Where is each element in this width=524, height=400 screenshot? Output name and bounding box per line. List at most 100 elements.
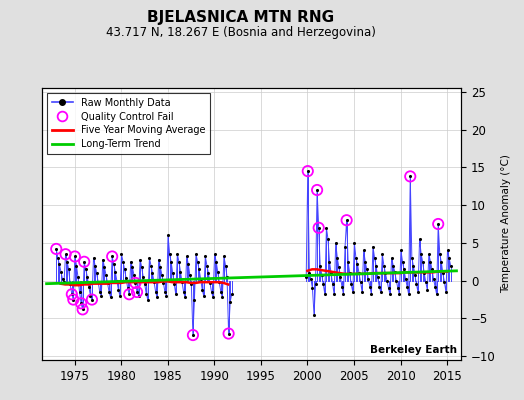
Point <box>212 258 221 265</box>
Point <box>58 276 67 282</box>
Point <box>69 296 78 303</box>
Point <box>343 217 351 224</box>
Point <box>200 292 208 299</box>
Point <box>429 276 438 282</box>
Point <box>442 289 450 295</box>
Point <box>176 268 184 275</box>
Point <box>80 258 89 265</box>
Point <box>431 284 439 290</box>
Point <box>344 258 352 265</box>
Point <box>179 289 188 295</box>
Point <box>134 292 143 299</box>
Point <box>419 258 427 265</box>
Point <box>378 251 387 258</box>
Point <box>414 289 422 295</box>
Point <box>193 258 202 265</box>
Point <box>314 224 323 231</box>
Point <box>83 274 92 280</box>
Point <box>305 270 313 276</box>
Point <box>310 312 318 318</box>
Point <box>322 224 331 231</box>
Point <box>129 272 138 278</box>
Point <box>117 251 126 258</box>
Point <box>61 251 70 258</box>
Point <box>57 268 65 275</box>
Point <box>381 270 389 276</box>
Point <box>64 266 73 272</box>
Point <box>125 291 134 298</box>
Text: 43.717 N, 18.267 E (Bosnia and Herzegovina): 43.717 N, 18.267 E (Bosnia and Herzegovi… <box>106 26 376 39</box>
Point <box>137 264 146 270</box>
Point <box>131 280 139 286</box>
Point <box>335 264 343 270</box>
Point <box>318 272 326 278</box>
Point <box>338 284 346 290</box>
Y-axis label: Temperature Anomaly (°C): Temperature Anomaly (°C) <box>501 154 511 294</box>
Point <box>424 251 433 258</box>
Point <box>380 262 388 269</box>
Point <box>352 255 360 261</box>
Point <box>359 247 368 254</box>
Point <box>434 221 442 227</box>
Point <box>367 291 376 298</box>
Point <box>226 299 234 305</box>
Point <box>408 255 416 261</box>
Point <box>377 289 385 295</box>
Point <box>92 270 101 276</box>
Point <box>111 268 119 275</box>
Point <box>303 168 312 174</box>
Point <box>156 264 165 270</box>
Point <box>403 284 411 290</box>
Point <box>189 332 197 338</box>
Point <box>127 258 135 265</box>
Point <box>412 281 421 288</box>
Point <box>406 173 414 180</box>
Point <box>185 272 194 278</box>
Point <box>336 274 345 280</box>
Point <box>169 270 177 276</box>
Point <box>330 291 339 298</box>
Point <box>307 276 315 282</box>
Point <box>345 270 354 276</box>
Point <box>79 306 87 312</box>
Point <box>224 330 233 337</box>
Point <box>71 253 79 260</box>
Point <box>114 286 123 293</box>
Point <box>86 292 95 299</box>
Point <box>405 291 413 298</box>
Point <box>395 291 403 298</box>
Point <box>72 262 81 269</box>
Legend: Raw Monthly Data, Quality Control Fail, Five Year Moving Average, Long-Term Tren: Raw Monthly Data, Quality Control Fail, … <box>47 93 210 154</box>
Point <box>333 255 342 261</box>
Point <box>155 256 163 263</box>
Point <box>313 187 321 193</box>
Point <box>173 251 181 258</box>
Point <box>220 253 228 260</box>
Point <box>68 291 76 298</box>
Point <box>89 255 97 261</box>
Point <box>131 280 139 286</box>
Point <box>116 292 124 299</box>
Point <box>227 291 236 298</box>
Point <box>79 306 87 312</box>
Point <box>182 253 191 260</box>
Point <box>343 217 351 224</box>
Point <box>364 276 373 282</box>
Point <box>52 246 60 252</box>
Point <box>60 279 68 285</box>
Point <box>440 279 449 285</box>
Point <box>432 291 441 298</box>
Point <box>142 291 150 298</box>
Point <box>422 279 430 285</box>
Point <box>302 274 310 280</box>
Text: Berkeley Earth: Berkeley Earth <box>370 344 457 354</box>
Point <box>145 255 154 261</box>
Point <box>409 262 418 269</box>
Point <box>341 244 349 250</box>
Point <box>69 296 78 303</box>
Point <box>443 247 452 254</box>
Point <box>128 264 137 270</box>
Point <box>374 274 382 280</box>
Point <box>209 294 217 300</box>
Text: BJELASNICA MTN RNG: BJELASNICA MTN RNG <box>147 10 335 25</box>
